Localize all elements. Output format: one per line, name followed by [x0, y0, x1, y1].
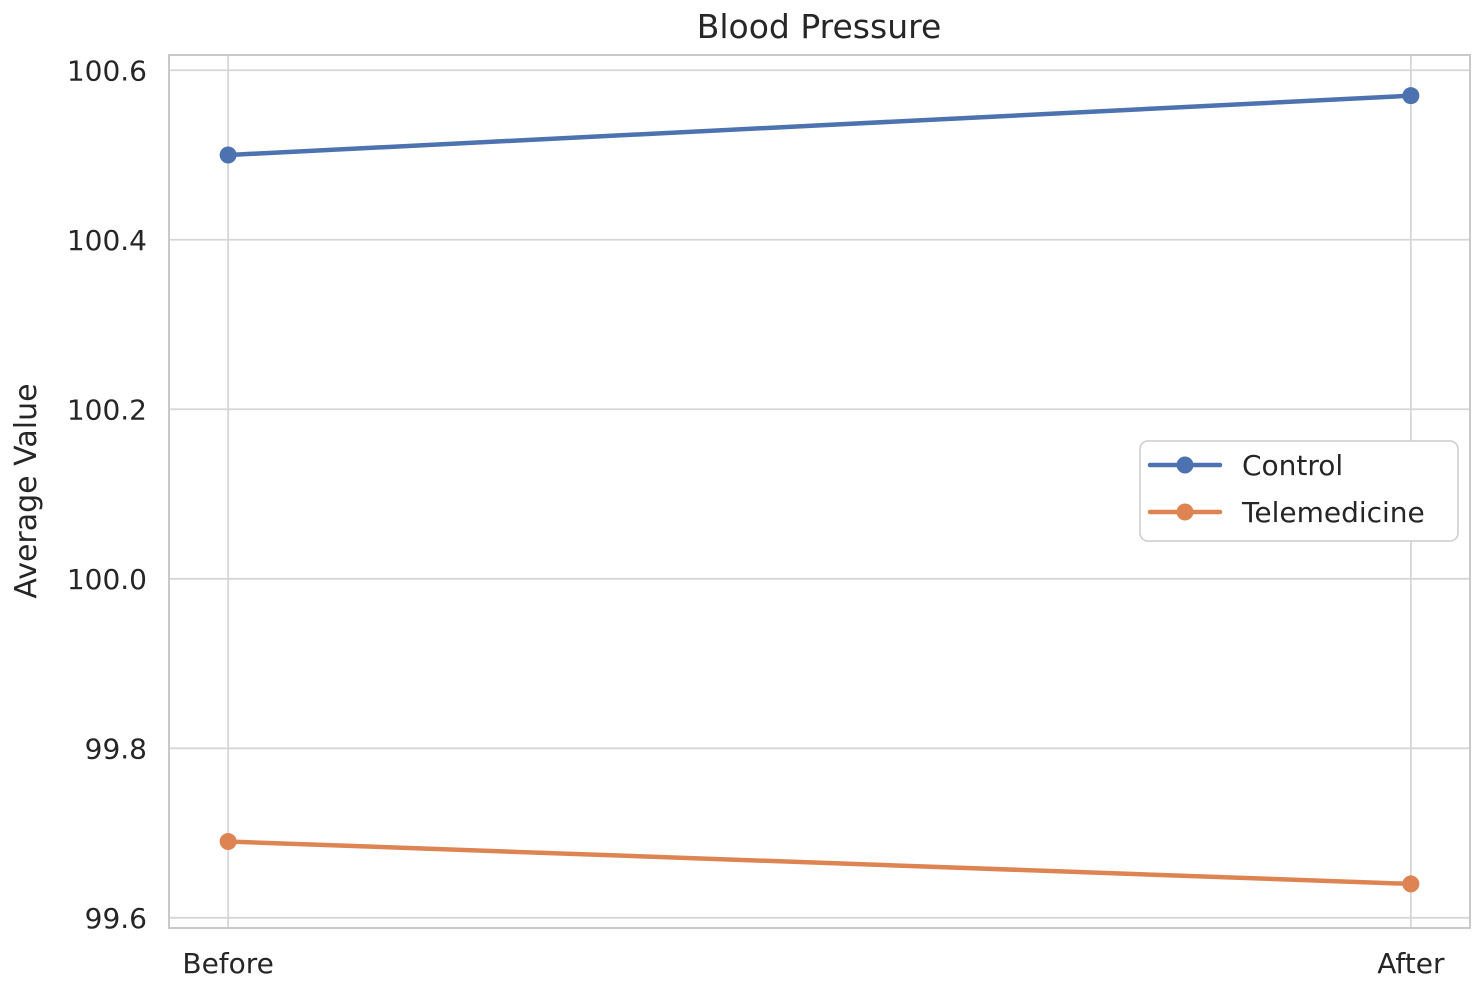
- y-tick-label: 100.6: [67, 54, 147, 87]
- chart-title: Blood Pressure: [697, 7, 942, 46]
- legend-sample-marker: [1176, 503, 1194, 521]
- x-tick-label: After: [1377, 947, 1445, 980]
- data-series: [219, 87, 1420, 893]
- legend-label-telemedicine: Telemedicine: [1241, 496, 1425, 529]
- legend-sample-marker: [1176, 456, 1194, 474]
- data-point-control: [219, 146, 237, 164]
- y-tick-label: 100.4: [67, 224, 147, 257]
- series-line-control: [225, 93, 1414, 158]
- y-tick-labels: 99.6 99.8 100.0 100.2 100.4 100.6: [67, 54, 147, 935]
- legend-label-control: Control: [1242, 449, 1343, 482]
- y-tick-label: 99.8: [85, 732, 147, 765]
- x-tick-labels: Before After: [182, 947, 1445, 980]
- y-tick-label: 100.2: [67, 393, 147, 426]
- axes-frame: [168, 54, 1471, 929]
- y-tick-label: 99.6: [85, 902, 147, 935]
- y-tick-label: 100.0: [67, 563, 147, 596]
- data-point-telemedicine: [219, 833, 237, 851]
- x-tick-label: Before: [182, 947, 274, 980]
- series-line-telemedicine: [225, 839, 1414, 887]
- y-axis-label: Average Value: [9, 383, 44, 598]
- data-point-telemedicine: [1402, 875, 1420, 893]
- data-point-control: [1402, 87, 1420, 105]
- legend: Control Telemedicine: [1139, 440, 1459, 542]
- gridlines: [169, 55, 1470, 928]
